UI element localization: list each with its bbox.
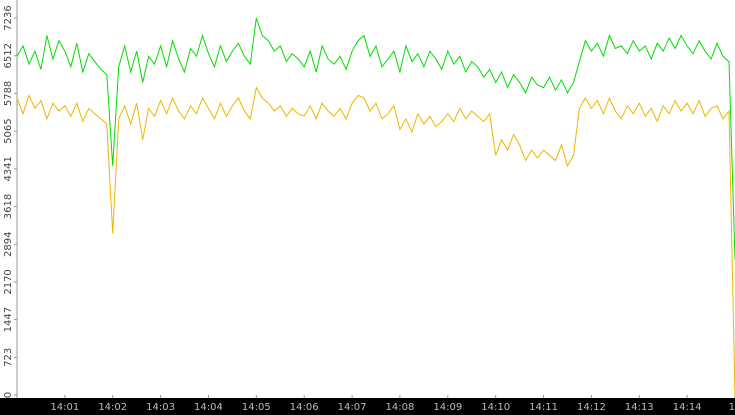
y-tick-label: 723	[3, 348, 14, 367]
y-tick-label: 3618	[3, 194, 14, 219]
x-tick-label: 14	[729, 402, 735, 413]
x-tick-label: 14:13	[625, 402, 654, 413]
y-tick-label: 2894	[3, 231, 14, 256]
x-tick-label: 14:14	[673, 402, 702, 413]
x-axis-bar	[0, 398, 735, 415]
series-line	[16, 86, 735, 396]
y-tick-label: 7236	[3, 5, 14, 30]
x-tick-label: 14:04	[194, 402, 223, 413]
x-tick-label: 14:10	[481, 402, 510, 413]
y-tick-label: 6512	[3, 43, 14, 68]
x-tick-label: 14:11	[529, 402, 558, 413]
x-tick-label: 14:05	[242, 402, 271, 413]
y-tick-label: 2170	[3, 269, 14, 294]
y-tick-label: 0	[3, 392, 14, 398]
x-tick-label: 14:02	[98, 402, 127, 413]
x-tick-label: 14:01	[50, 402, 79, 413]
x-tick-label: 14:03	[146, 402, 175, 413]
x-tick-label: 14:09	[433, 402, 462, 413]
x-tick-label: 14:07	[338, 402, 367, 413]
x-tick-label: 14:06	[290, 402, 319, 413]
y-tick-label: 5788	[3, 81, 14, 106]
y-tick-label: 5065	[3, 118, 14, 143]
y-tick-label: 1447	[3, 307, 14, 332]
series-line	[16, 17, 735, 260]
x-tick-label: 14:12	[577, 402, 606, 413]
y-tick-label: 4341	[3, 156, 14, 181]
x-tick-label: 14:08	[386, 402, 415, 413]
